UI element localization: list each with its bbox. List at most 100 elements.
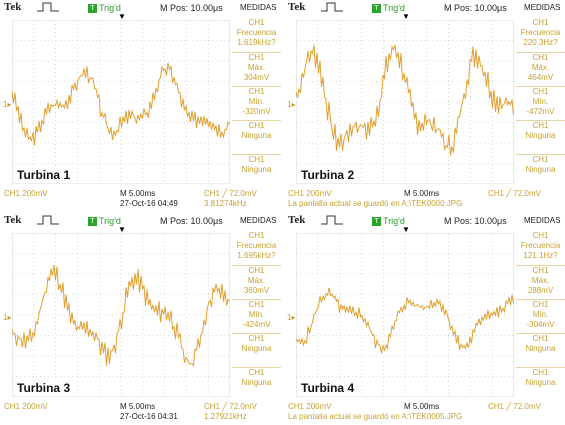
scope-panel-1: Tek T Trig'd M Pos: 10.00μs MEDIDAS ▼ 1▸ Turbin… <box>0 0 281 211</box>
trigger-status: T Trig'd <box>88 216 121 226</box>
measurement-item[interactable]: CH1 Ninguna <box>516 120 565 141</box>
trigger-status: T Trig'd <box>88 3 121 13</box>
measurement-value: -304mV <box>526 320 555 329</box>
measurement-name: Ninguna <box>241 378 272 387</box>
measurement-name: Ninguna <box>525 378 556 387</box>
waveform-display[interactable] <box>12 233 230 397</box>
measurement-name: Máx. <box>247 63 266 72</box>
menu-title: MEDIDAS <box>524 216 561 225</box>
measurement-item[interactable]: CH1 Máx. 464mV <box>516 52 565 83</box>
scope-panel-3: Tek T Trig'd M Pos: 10.00μs MEDIDAS ▼ 1▸ Turbin… <box>0 213 281 424</box>
measurement-item[interactable]: CH1 Ninguna <box>232 120 281 141</box>
measurement-name: Ninguna <box>525 131 556 140</box>
ch1-waveform <box>12 62 230 146</box>
trigger-level: CH1 ╱ 72.0mV <box>488 402 541 411</box>
measurement-name: Frecuencia <box>236 241 277 250</box>
measurement-name: Frecuencia <box>236 28 277 37</box>
trigger-icon: T <box>88 216 97 226</box>
measurement-value: -320mV <box>242 107 271 116</box>
status-bar: Tek T Trig'd M Pos: 10.00μs MEDIDAS <box>284 213 565 229</box>
menu-title: MEDIDAS <box>240 3 277 12</box>
timebase: M 5.00ms <box>120 189 156 198</box>
info-bar: CH1 200mV M 5.00ms CH1 ╱ 72.0mV 27-Oct-16 0… <box>0 400 281 424</box>
measurement-name: Ninguna <box>525 165 556 174</box>
measurement-item[interactable]: CH1 Frecuencia 220.3Hz? <box>516 18 565 48</box>
measurement-item[interactable]: CH1 Ninguna <box>232 333 281 354</box>
waveform-display[interactable] <box>12 20 230 184</box>
status-bar: Tek T Trig'd M Pos: 10.00μs MEDIDAS <box>0 0 281 16</box>
measurement-item[interactable]: CH1 Mín. -472mV <box>516 86 565 117</box>
measurement-item[interactable]: CH1 Frecuencia 1.695kHz? <box>232 231 281 261</box>
measurement-item[interactable]: CH1 Frecuencia 1.619kHz? <box>232 18 281 48</box>
measurement-value: -424mV <box>242 320 271 329</box>
measurement-value: 464mV <box>527 73 554 82</box>
measurement-value: 1.619kHz? <box>237 38 276 47</box>
measurement-name: Mín. <box>248 310 265 319</box>
measurement-item[interactable]: CH1 Máx. 288mV <box>516 265 565 296</box>
trigger-position-arrow-icon: ▼ <box>118 12 126 21</box>
measurement-channel: CH1 <box>532 334 549 343</box>
measurement-value: 288mV <box>527 286 554 295</box>
info-bar: CH1 200mV M 5.00ms CH1 ╱ 72.0mV 27-Oct-16 0… <box>0 187 281 211</box>
measurement-item[interactable]: CH1 Mín. -320mV <box>232 86 281 117</box>
measurement-value: 360mV <box>243 286 270 295</box>
ch1-ground-marker-icon: 1▸ <box>287 100 296 110</box>
measurement-channel: CH1 <box>248 53 265 62</box>
ch1-scale: CH1 200mV <box>288 189 332 198</box>
ch1-ground-marker-icon: 1▸ <box>3 100 12 110</box>
turbine-label: Turbina 2 <box>299 168 357 182</box>
ch1-waveform <box>296 44 514 156</box>
horizontal-position: M Pos: 10.00μs <box>444 3 507 13</box>
measurement-channel: CH1 <box>248 87 265 96</box>
ch1-waveform <box>296 287 514 354</box>
trigger-status: T Trig'd <box>372 216 405 226</box>
measurement-name: Máx. <box>247 276 266 285</box>
trigger-icon: T <box>372 3 381 13</box>
measurement-item[interactable]: CH1 Frecuencia 121.1Hz? <box>516 231 565 261</box>
trigger-status: T Trig'd <box>372 3 405 13</box>
info-bar: CH1 200mV M 5.00ms CH1 ╱ 72.0mV La pantalla… <box>284 187 565 211</box>
measurement-name: Mín. <box>532 310 549 319</box>
trigger-position-arrow-icon: ▼ <box>118 225 126 234</box>
measurement-name: Mín. <box>532 97 549 106</box>
measurement-name: Máx. <box>531 276 550 285</box>
measurement-item[interactable]: CH1 Ninguna <box>516 154 565 175</box>
trigger-icon: T <box>372 216 381 226</box>
scope-panel-4: Tek T Trig'd M Pos: 10.00μs MEDIDAS ▼ 1▸ Turbin… <box>284 213 565 424</box>
brand-logo: Tek <box>4 1 22 13</box>
timebase: M 5.00ms <box>120 402 156 411</box>
measurement-channel: CH1 <box>248 368 265 377</box>
measurement-item[interactable]: CH1 Máx. 360mV <box>232 265 281 296</box>
measurement-item[interactable]: CH1 Ninguna <box>232 367 281 388</box>
graticule <box>12 233 230 397</box>
measurement-channel: CH1 <box>532 53 549 62</box>
trigger-status-label: Trig'd <box>383 216 405 226</box>
measurement-item[interactable]: CH1 Ninguna <box>516 367 565 388</box>
measurement-channel: CH1 <box>248 18 265 27</box>
measurement-menu: CH1 Frecuencia 220.3Hz? CH1 Máx. 464mV CH1 Mín.… <box>516 18 565 186</box>
ch1-scale: CH1 200mV <box>4 189 48 198</box>
waveform-display[interactable] <box>296 233 514 397</box>
measurement-item[interactable]: CH1 Mín. -304mV <box>516 299 565 330</box>
info-bar: CH1 200mV M 5.00ms CH1 ╱ 72.0mV La pantalla… <box>284 400 565 424</box>
measurement-item[interactable]: CH1 Ninguna <box>516 333 565 354</box>
menu-title: MEDIDAS <box>240 216 277 225</box>
measurement-value: -472mV <box>526 107 555 116</box>
measurement-item[interactable]: CH1 Ninguna <box>232 154 281 175</box>
horizontal-position: M Pos: 10.00μs <box>160 216 223 226</box>
measurement-menu: CH1 Frecuencia 1.619kHz? CH1 Máx. 304mV CH1 Mín… <box>232 18 281 186</box>
measurement-item[interactable]: CH1 Mín. -424mV <box>232 299 281 330</box>
turbine-label: Turbina 3 <box>15 381 73 395</box>
measurement-value: 121.1Hz? <box>523 251 558 260</box>
trigger-level: CH1 ╱ 72.0mV <box>488 189 541 198</box>
date-time: 27-Oct-16 04:31 <box>120 412 178 421</box>
ch1-waveform <box>12 265 230 367</box>
waveform-display[interactable] <box>296 20 514 184</box>
acquisition-pulse-icon <box>37 2 59 12</box>
measurement-name: Máx. <box>531 63 550 72</box>
measurement-name: Frecuencia <box>520 28 561 37</box>
measurement-item[interactable]: CH1 Máx. 304mV <box>232 52 281 83</box>
measurement-name: Ninguna <box>241 344 272 353</box>
measurement-channel: CH1 <box>532 18 549 27</box>
horizontal-position: M Pos: 10.00μs <box>444 216 507 226</box>
